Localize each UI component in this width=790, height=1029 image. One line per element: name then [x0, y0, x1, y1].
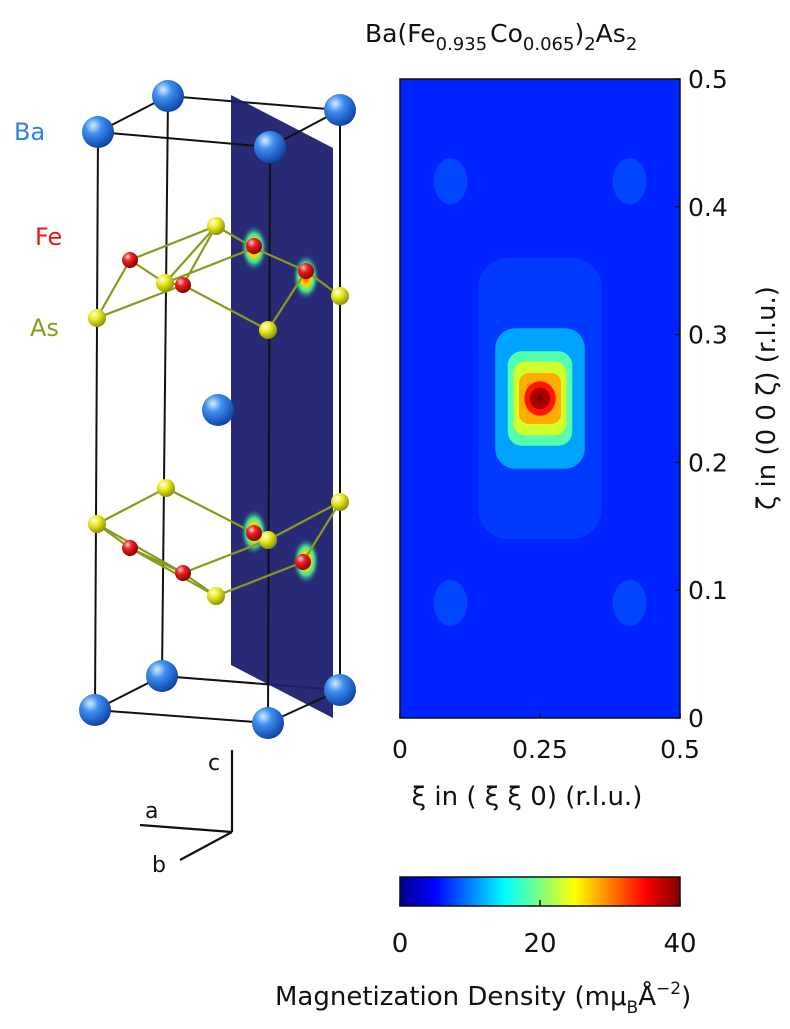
ba-atom: [79, 694, 111, 726]
as-atom: [259, 531, 277, 549]
as-atom: [331, 287, 349, 305]
fe-atom: [298, 263, 314, 279]
fe-atom: [246, 525, 262, 541]
ba-atoms: [79, 80, 356, 739]
chart-title: Ba(Fe0.935 Co0.065)2As2: [365, 19, 637, 55]
ba-atom: [324, 674, 356, 706]
ba-atom: [254, 131, 286, 163]
as-atom: [207, 587, 225, 605]
corner-peak-upper-left: [433, 158, 468, 205]
corner-peak-lower-right: [612, 579, 647, 626]
axis-c-label: c: [208, 751, 220, 776]
as-atom: [156, 274, 174, 292]
y-ticks: 0 0.1 0.2 0.3 0.4 0.5: [675, 65, 728, 733]
as-atom: [88, 515, 106, 533]
axis-a-label: a: [145, 799, 158, 824]
y-tick-label: 0.3: [688, 321, 728, 350]
as-atom: [157, 479, 175, 497]
colorbar-label: Magnetization Density (mμBÅ−2): [275, 979, 691, 1018]
axes-triad: [139, 750, 234, 861]
ba-label: Ba: [14, 118, 45, 146]
density-contour: [536, 394, 544, 403]
y-tick-label: 0.2: [688, 448, 728, 477]
ba-atom: [324, 94, 356, 126]
ba-atom: [252, 707, 284, 739]
ba-atom: [82, 116, 114, 148]
fe-atom: [122, 252, 138, 268]
axis-b-label: b: [152, 853, 166, 878]
fe-atom: [295, 554, 311, 570]
as-atom: [207, 217, 225, 235]
corner-peak-upper-right: [612, 158, 647, 205]
x-axis-label: ξ in ( ξ ξ 0) (r.l.u.): [412, 782, 643, 812]
colorbar-tick-label: 0: [392, 929, 409, 959]
as-atoms: [88, 217, 349, 605]
y-tick-label: 0.1: [688, 576, 728, 605]
y-tick-label: 0.4: [688, 193, 728, 222]
colorbar-tick-label: 20: [523, 929, 556, 959]
fe-atom: [175, 277, 191, 293]
ba-atom: [146, 660, 178, 692]
ba-atom: [152, 80, 184, 112]
heatmap-layer: [400, 79, 680, 718]
as-atom: [331, 493, 349, 511]
colorbar-ticks: 0 20 40: [392, 900, 697, 959]
as-atom: [259, 321, 277, 339]
fe-atom: [175, 565, 191, 581]
y-axis-label: ζ in (0 0 ζ) (r.l.u.): [752, 286, 782, 510]
fe-atom: [122, 540, 138, 556]
heatmap-chart: Ba(Fe0.935 Co0.065)2As2 0 0.25 0.5 00.10.20…: [365, 19, 782, 812]
fe-atoms: [122, 238, 314, 581]
ba-atom: [202, 394, 234, 426]
y-tick-label: 0.5: [688, 65, 728, 94]
x-tick-label: 0: [392, 735, 408, 764]
as-label: As: [30, 314, 59, 342]
x-tick-label: 0.5: [660, 735, 700, 764]
fe-label: Fe: [35, 223, 62, 251]
crystal-structure: Ba Fe As c a b: [14, 80, 356, 878]
colorbar-tick-label: 40: [663, 929, 696, 959]
x-ticks: 0 0.25 0.5: [392, 713, 700, 764]
scattering-plane: [231, 95, 333, 718]
fe-atom: [246, 238, 262, 254]
colorbar: 0 20 40 Magnetization Density (mμBÅ−2): [275, 876, 697, 1018]
corner-peak-lower-left: [433, 579, 468, 626]
x-tick-label: 0.25: [512, 735, 568, 764]
y-tick-label: 0: [688, 704, 704, 733]
as-atom: [88, 309, 106, 327]
